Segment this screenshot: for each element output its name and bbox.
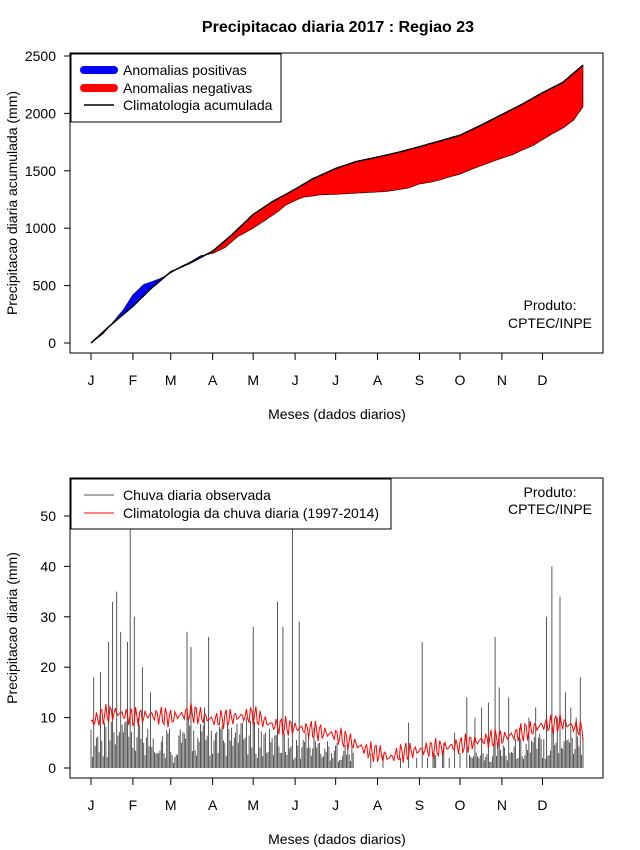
bottom-x-tick-label: A [208, 797, 218, 813]
bottom-x-tick-label: M [247, 797, 259, 813]
top-y-axis: 0 500 1000 1500 2000 2500 [25, 48, 70, 351]
bottom-x-tick-label: O [455, 797, 466, 813]
top-annotation-line1: Produto: [524, 297, 577, 313]
climatology-accumulated-line [90, 64, 584, 344]
bottom-x-tick-label: N [497, 797, 507, 813]
bottom-y-axis: 0 10 20 30 40 50 [40, 508, 70, 776]
bottom-y-tick-label: 40 [40, 558, 56, 574]
top-x-tick-label: M [247, 372, 259, 388]
top-y-tick-label: 0 [48, 335, 56, 351]
top-x-tick-label: J [88, 372, 95, 388]
bottom-y-tick-label: 20 [40, 659, 56, 675]
bottom-x-tick-label: M [165, 797, 177, 813]
bottom-y-tick-label: 10 [40, 710, 56, 726]
bottom-legend-box [70, 478, 392, 530]
top-x-tick-label: M [165, 372, 177, 388]
climatology-daily-line [90, 702, 584, 764]
top-y-tick-label: 1000 [25, 220, 56, 236]
chart-title: Precipitacao diaria 2017 : Regiao 23 [202, 19, 474, 36]
bottom-y-tick-label: 0 [48, 760, 56, 776]
bottom-annotation-line1: Produto: [524, 484, 577, 500]
top-plot-accumulated: 0 500 1000 1500 2000 2500 J F M A M J J A S O N D Meses … [4, 48, 604, 422]
bottom-x-axis-label: Meses (dados diarios) [268, 831, 406, 847]
bottom-plot-frame [69, 477, 604, 779]
bottom-x-tick-label: J [332, 797, 339, 813]
bottom-x-tick-label: D [537, 797, 547, 813]
bottom-x-tick-label: J [88, 797, 95, 813]
top-plot-frame [69, 52, 604, 354]
legend-label-observed: Chuva diaria observada [123, 487, 271, 503]
top-x-tick-label: D [537, 372, 547, 388]
top-y-tick-label: 500 [33, 278, 57, 294]
top-y-tick-label: 2000 [25, 105, 56, 121]
bottom-y-axis-label: Precipitacao diaria (mm) [4, 552, 20, 704]
top-y-tick-label: 2500 [25, 48, 56, 64]
bottom-plot-daily: 0 10 20 30 40 50 J F M A M J J A S O N D Meses (dados di… [4, 477, 604, 847]
top-x-tick-label: S [415, 372, 424, 388]
observed-daily-rain-bars [90, 478, 584, 768]
top-annotation-line2: CPTEC/INPE [508, 315, 592, 331]
top-y-tick-label: 1500 [25, 163, 56, 179]
bottom-annotation-line2: CPTEC/INPE [508, 501, 592, 517]
bottom-y-tick-label: 50 [40, 508, 56, 524]
bottom-legend: Chuva diaria observada Climatologia da c… [70, 478, 392, 530]
bottom-y-tick-label: 30 [40, 609, 56, 625]
bottom-x-tick-label: J [292, 797, 299, 813]
top-x-tick-label: O [455, 372, 466, 388]
top-x-tick-label: J [292, 372, 299, 388]
top-x-tick-label: F [129, 372, 138, 388]
bottom-x-tick-label: F [129, 797, 138, 813]
top-x-tick-label: N [497, 372, 507, 388]
bottom-x-tick-label: S [415, 797, 424, 813]
legend-label-climatology-daily: Climatologia da chuva diaria (1997-2014) [123, 505, 379, 521]
legend-label-climatology: Climatologia acumulada [123, 97, 273, 113]
legend-label-negative: Anomalias negativas [123, 80, 252, 96]
bottom-x-tick-label: A [373, 797, 383, 813]
top-x-tick-label: A [208, 372, 218, 388]
top-y-axis-label: Precipitacao diaria acumulada (mm) [4, 91, 20, 315]
top-x-tick-label: A [373, 372, 383, 388]
legend-label-positive: Anomalias positivas [123, 62, 247, 78]
top-x-axis-label: Meses (dados diarios) [268, 406, 406, 422]
top-x-tick-label: J [332, 372, 339, 388]
top-legend: Anomalias positivas Anomalias negativas … [70, 53, 282, 123]
